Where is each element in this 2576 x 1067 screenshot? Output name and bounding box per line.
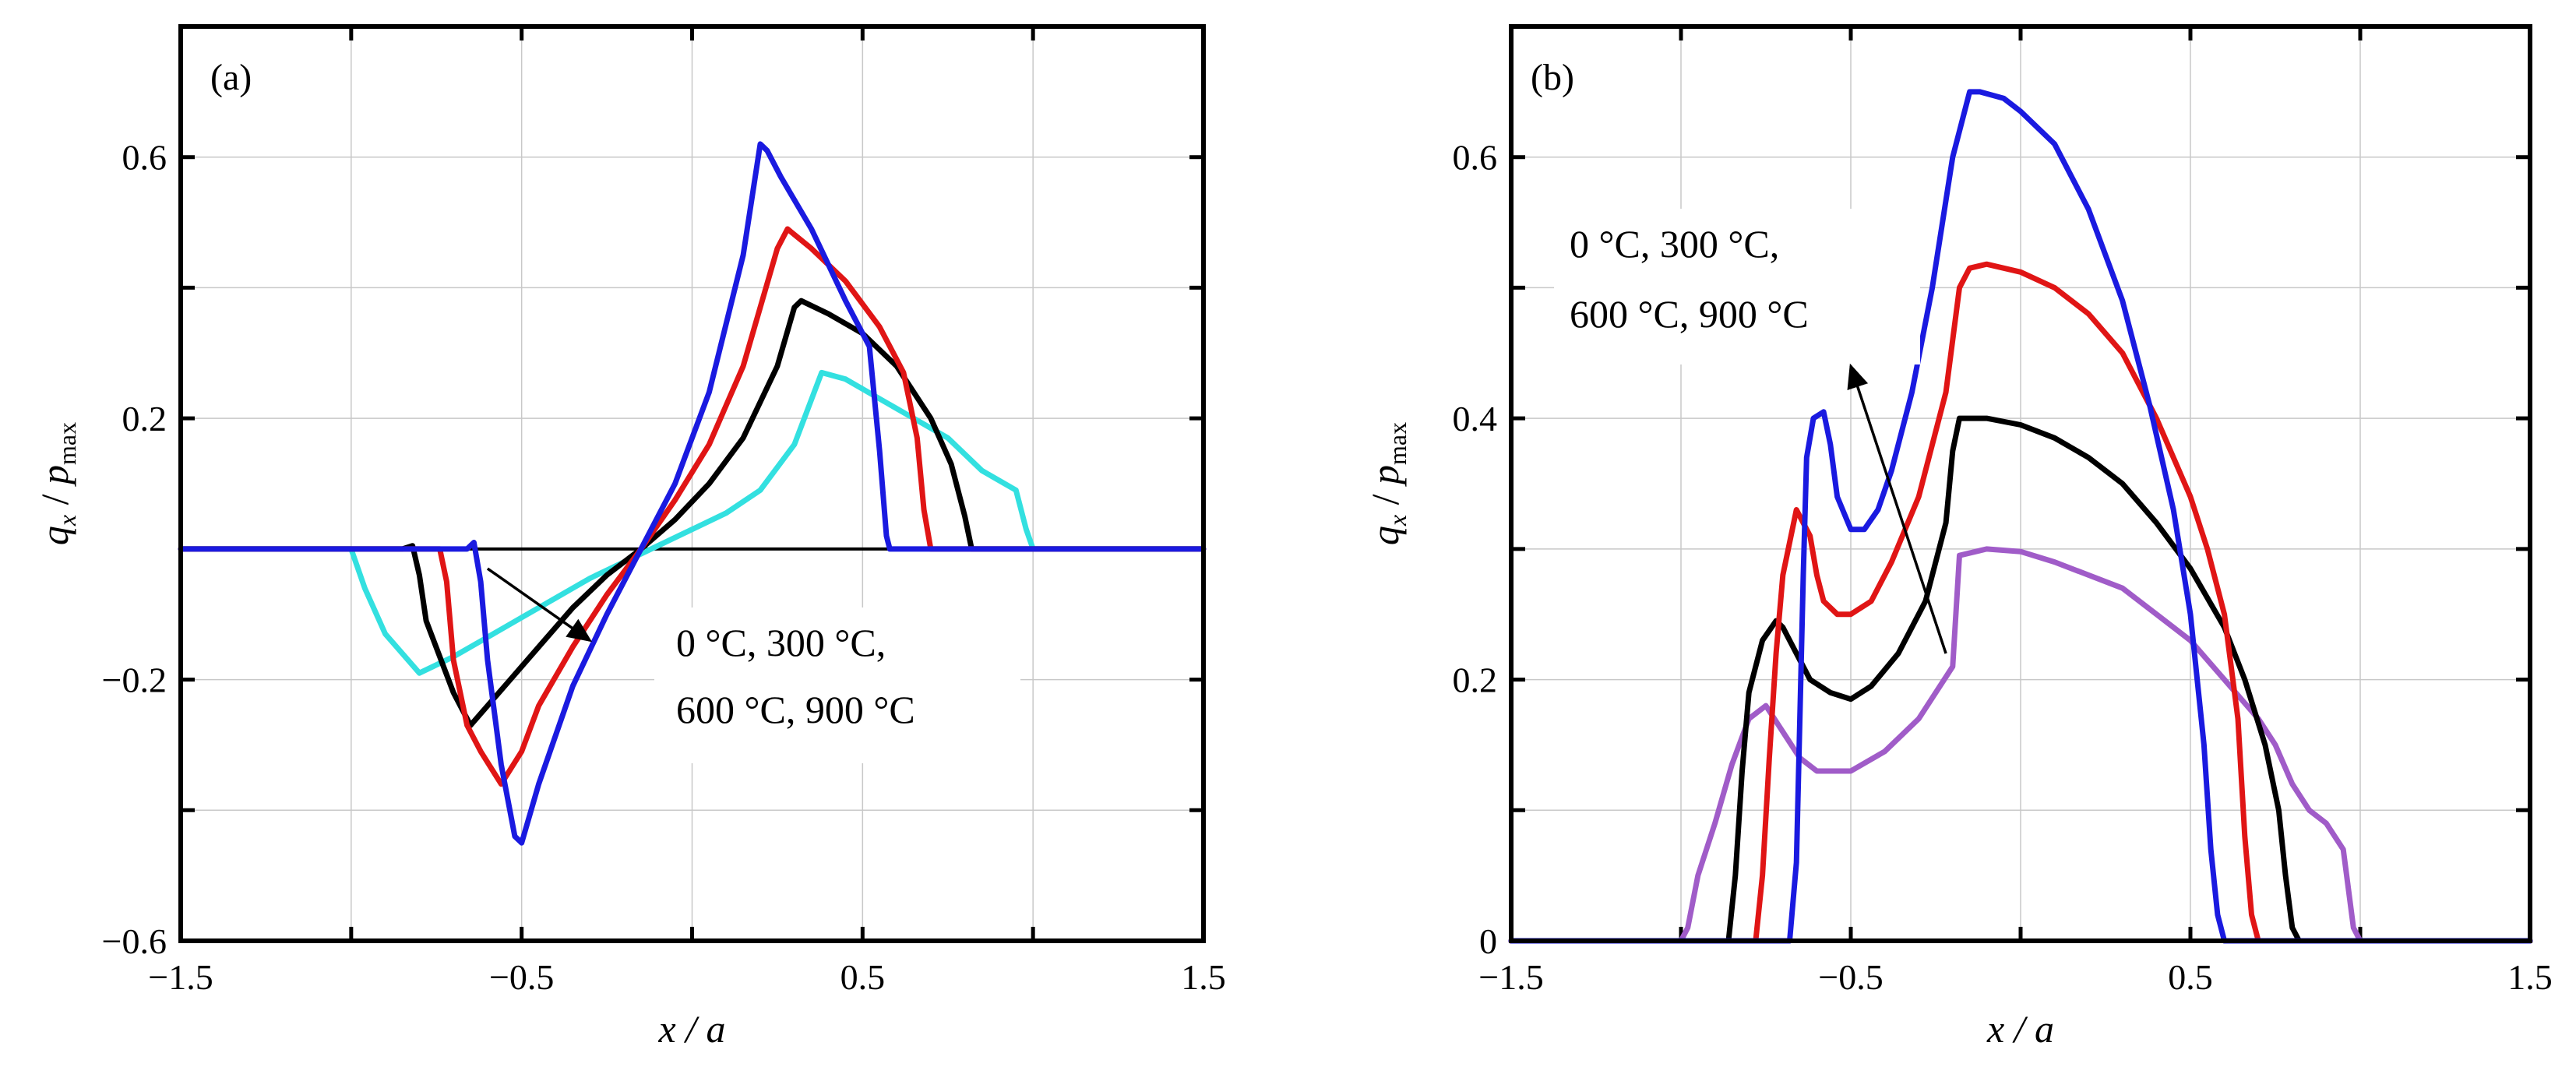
series-line-600C <box>1508 261 2533 944</box>
y-tick-label: −0.6 <box>102 921 167 961</box>
chart-panel-b: −1.5 −0.5 0.5 1.5 0 0.2 0.4 0.6 x / a qx / pmax (b… <box>1363 24 2553 1051</box>
plot-frame <box>1509 24 2532 943</box>
x-tick-label: −0.5 <box>1818 957 1883 997</box>
series-line-300C <box>1508 415 2533 944</box>
x-tick-label: 1.5 <box>1181 957 1226 997</box>
x-tick-label: 0.5 <box>2168 957 2213 997</box>
series-line-0C <box>1508 546 2533 944</box>
x-tick-label: 1.5 <box>2507 957 2553 997</box>
y-tick-label: 0.6 <box>122 138 167 178</box>
x-axis-title: x / a <box>657 1007 725 1051</box>
y-axis-title: qx / pmax <box>33 422 81 545</box>
series-line-900C <box>1508 89 2533 944</box>
x-tick-label: −1.5 <box>148 957 213 997</box>
x-tick-label: −0.5 <box>489 957 554 997</box>
y-tick-label: 0.2 <box>122 399 167 438</box>
y-tick-label: 0 <box>1479 921 1497 961</box>
x-tick-label: −1.5 <box>1478 957 1543 997</box>
annotation-text: 0 °C, 300 °C, <box>676 621 886 664</box>
panel-tag: (b) <box>1531 57 1574 98</box>
annotation-background <box>1554 209 1920 364</box>
series-line-300C <box>178 298 1207 728</box>
chart-panel-a: −1.5 −0.5 0.5 1.5 −0.6 −0.2 0.2 0.6 x / a qx / pm… <box>33 24 1226 1051</box>
y-tick-label: 0.4 <box>1453 399 1498 438</box>
annotation-text: 600 °C, 900 °C <box>1570 292 1809 336</box>
series-line-600C <box>178 226 1207 787</box>
panel-tag: (a) <box>210 57 252 98</box>
series-line-900C <box>178 141 1207 846</box>
annotation-background <box>654 607 1020 763</box>
y-tick-label: −0.2 <box>102 660 167 700</box>
series-line-0C <box>178 369 1207 676</box>
annotation-arrow <box>1847 363 1947 654</box>
plot-frame <box>178 24 1206 943</box>
annotation-text: 0 °C, 300 °C, <box>1570 222 1779 266</box>
annotation-text: 600 °C, 900 °C <box>676 688 915 731</box>
x-tick-label: 0.5 <box>840 957 886 997</box>
y-tick-label: 0.6 <box>1453 138 1498 178</box>
annotation-arrow <box>486 567 593 643</box>
x-axis-title: x / a <box>1986 1007 2054 1051</box>
y-tick-label: 0.2 <box>1453 660 1498 700</box>
y-axis-title: qx / pmax <box>1363 422 1411 545</box>
